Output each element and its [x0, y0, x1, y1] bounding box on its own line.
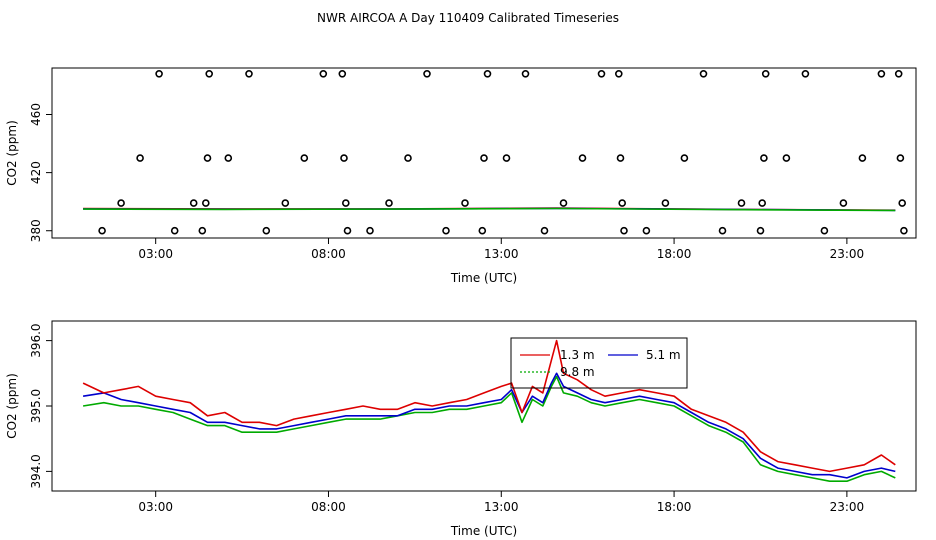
top-scatter-point-46 [758, 199, 767, 207]
bottom-x-tick-label-0: 03:00 [138, 500, 173, 514]
top-plot-frame [51, 67, 917, 239]
top-scatter-point-2 [136, 154, 144, 162]
top-scatter-point-30 [521, 70, 530, 78]
top-y-tick-label-0: 380 [29, 219, 43, 242]
top-scatter-point-12 [262, 226, 271, 235]
top-scatter-point-48 [761, 70, 770, 78]
top-scatter-point-24 [442, 226, 450, 235]
top-scatter-point-26 [478, 226, 487, 235]
legend-box [510, 337, 688, 389]
bottom-panel: Time (UTC) CO2 (ppm) 03:00 08:00 13:00 18:0… [5, 320, 917, 538]
top-scatter-point-42 [699, 70, 708, 78]
top-baseline-9-8-m [83, 207, 896, 212]
top-scatter-point-58 [900, 226, 908, 235]
top-x-tick-label-1: 08:00 [311, 247, 346, 261]
top-scatter-point-33 [578, 154, 587, 162]
legend-label-5-1m: 5.1 m [646, 348, 681, 362]
bottom-y-tick-label-0: 394.0 [29, 454, 43, 488]
top-scatter-point-29 [502, 154, 511, 162]
top-panel: Time (UTC) CO2 (ppm) 03:00 08:00 13:00 18:0… [5, 67, 917, 285]
top-scatter-point-19 [343, 226, 352, 235]
bottom-x-axis-label: Time (UTC) [450, 524, 517, 538]
top-scatter-point-17 [340, 154, 348, 162]
bottom-series-line-9-8-m [82, 375, 896, 483]
top-x-tick-label-4: 23:00 [830, 247, 865, 261]
top-y-tick-label-2: 460 [29, 103, 43, 126]
top-scatter-point-54 [877, 70, 886, 78]
top-scatter-point-8 [203, 154, 212, 162]
top-scatter-point-55 [894, 70, 903, 78]
top-x-tick-label-2: 13:00 [484, 247, 519, 261]
bottom-x-tick-label-2: 13:00 [484, 500, 519, 514]
bottom-x-tick-label-4: 23:00 [830, 500, 865, 514]
top-scatter-point-47 [760, 154, 768, 162]
top-x-tick-label-0: 03:00 [138, 247, 173, 261]
top-scatter-point-38 [620, 226, 628, 235]
top-scatter-point-15 [319, 70, 328, 78]
legend: 1.3 m 5.1 m 9.8 m [510, 337, 688, 389]
top-scatter-point-41 [680, 154, 689, 162]
figure-title: NWR AIRCOA A Day 110409 Calibrated Times… [317, 11, 619, 25]
top-scatter-point-43 [718, 226, 727, 235]
top-scatter-point-10 [224, 154, 233, 162]
top-scatter-point-27 [480, 154, 488, 162]
bottom-series-line-5-1-m [82, 372, 896, 479]
top-scatter-point-6 [198, 226, 207, 235]
bottom-series-line-1-3-m [82, 339, 896, 473]
top-scatter-point-18 [341, 199, 350, 207]
top-scatter-point-21 [385, 199, 393, 207]
top-scatter-point-3 [155, 70, 163, 78]
top-scatter-point-39 [642, 226, 651, 235]
bottom-x-tick-label-3: 18:00 [657, 500, 692, 514]
bottom-series-lines [82, 339, 896, 483]
top-scatter-point-53 [858, 154, 867, 162]
top-scatter-point-50 [801, 70, 810, 78]
top-x-axis-label: Time (UTC) [450, 271, 517, 285]
top-scatter-point-40 [661, 199, 670, 207]
bottom-y-tick-label-2: 396.0 [29, 323, 43, 357]
top-scatter-point-31 [540, 226, 549, 235]
top-x-tick-label-3: 18:00 [657, 247, 692, 261]
top-scatter-point-1 [117, 199, 125, 207]
legend-label-9-8m: 9.8 m [560, 365, 595, 379]
top-scatter-points [98, 70, 908, 235]
top-scatter-point-11 [245, 70, 253, 78]
top-scatter-point-45 [756, 226, 765, 235]
top-axis-ticks: 03:00 08:00 13:00 18:00 23:00 380 420 460 [29, 103, 864, 261]
bottom-y-tick-label-1: 395.0 [29, 389, 43, 423]
bottom-x-tick-label-1: 08:00 [311, 500, 346, 514]
top-scatter-point-44 [737, 199, 746, 207]
top-scatter-point-49 [782, 154, 791, 162]
top-scatter-point-9 [205, 70, 213, 78]
top-scatter-point-4 [170, 226, 179, 235]
top-y-tick-label-1: 420 [29, 161, 43, 184]
bottom-axis-ticks: 03:00 08:00 13:00 18:00 23:00 394.0 395.0 396.0 [29, 323, 864, 514]
bottom-y-axis-label: CO2 (ppm) [5, 373, 19, 439]
top-scatter-point-34 [597, 70, 606, 78]
top-scatter-point-56 [896, 154, 905, 162]
legend-label-1-3m: 1.3 m [560, 348, 595, 362]
top-scatter-point-20 [366, 226, 374, 235]
top-scatter-point-35 [614, 70, 623, 78]
top-scatter-point-36 [616, 154, 625, 162]
top-scatter-point-0 [98, 226, 106, 235]
top-scatter-point-7 [202, 199, 210, 207]
top-scatter-point-23 [423, 70, 431, 78]
top-scatter-point-22 [404, 154, 412, 162]
top-scatter-point-52 [839, 199, 848, 207]
top-scatter-point-16 [338, 70, 347, 78]
top-scatter-point-25 [461, 199, 469, 207]
top-scatter-point-13 [281, 199, 290, 207]
top-scatter-point-14 [300, 154, 309, 162]
top-scatter-point-57 [898, 199, 907, 207]
top-scatter-point-28 [483, 70, 492, 78]
top-scatter-point-51 [820, 226, 829, 235]
top-scatter-point-5 [189, 199, 198, 207]
top-y-axis-label: CO2 (ppm) [5, 120, 19, 186]
top-baseline-lines [83, 207, 896, 212]
top-scatter-point-37 [618, 199, 627, 207]
top-scatter-point-32 [559, 199, 568, 207]
